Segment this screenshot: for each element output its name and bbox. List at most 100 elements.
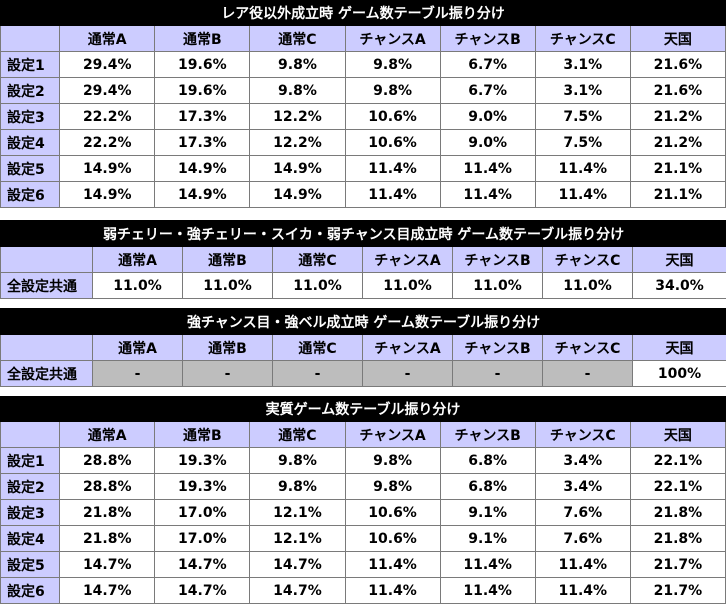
row-label: 設定2 bbox=[0, 473, 61, 500]
table-row: 設定1 28.8% 19.3% 9.8% 9.8% 6.8% 3.4% 22.1% bbox=[0, 447, 726, 474]
table-cell: 10.6% bbox=[344, 103, 441, 130]
table-cell: 22.1% bbox=[629, 473, 726, 500]
table-row: 設定3 21.8% 17.0% 12.1% 10.6% 9.1% 7.6% 21.8% bbox=[0, 499, 726, 526]
table-header-row: 通常A 通常B 通常C チャンスA チャンスB チャンスC 天国 bbox=[0, 25, 726, 52]
table-cell: 21.8% bbox=[629, 525, 726, 552]
table-cell: 9.1% bbox=[439, 499, 536, 526]
table-header-row: 通常A 通常B 通常C チャンスA チャンスB チャンスC 天国 bbox=[0, 334, 726, 361]
table-cell: 9.0% bbox=[439, 129, 536, 156]
table-cell: 14.9% bbox=[59, 181, 156, 208]
table-cell: 11.4% bbox=[344, 551, 441, 578]
table-cell: 9.8% bbox=[249, 51, 346, 78]
table-row: 設定5 14.7% 14.7% 14.7% 11.4% 11.4% 11.4% 21.7% bbox=[0, 551, 726, 578]
table-cell: 21.8% bbox=[629, 499, 726, 526]
table-row: 全設定共通 - - - - - -100% bbox=[0, 360, 726, 387]
table-cell: 9.8% bbox=[249, 473, 346, 500]
column-header: 通常B bbox=[182, 334, 273, 361]
column-header: 通常B bbox=[154, 421, 251, 448]
table-cell: 21.1% bbox=[629, 155, 726, 182]
header-corner bbox=[0, 421, 61, 448]
row-label: 設定4 bbox=[0, 525, 61, 552]
table-cell: 19.3% bbox=[154, 473, 251, 500]
table-cell: 3.1% bbox=[534, 51, 631, 78]
row-label: 設定3 bbox=[0, 103, 61, 130]
table-cell: 21.6% bbox=[629, 77, 726, 104]
table-cell: 3.4% bbox=[534, 473, 631, 500]
header-corner bbox=[0, 25, 61, 52]
table-title: レア役以外成立時 ゲーム数テーブル振り分け bbox=[0, 0, 726, 26]
column-header: 通常A bbox=[59, 25, 156, 52]
table-cell: 11.0% bbox=[182, 272, 273, 299]
table-row: 設定4 21.8% 17.0% 12.1% 10.6% 9.1% 7.6% 21.8% bbox=[0, 525, 726, 552]
table-cell: 9.8% bbox=[344, 473, 441, 500]
table-cell: 29.4% bbox=[59, 51, 156, 78]
table-cell: 14.7% bbox=[154, 551, 251, 578]
header-corner bbox=[0, 334, 93, 361]
table-row: 設定6 14.9% 14.9% 14.9% 11.4% 11.4% 11.4% 21.1% bbox=[0, 181, 726, 208]
table-cell: 11.0% bbox=[272, 272, 363, 299]
table-cell: - bbox=[542, 360, 633, 387]
table-cell: 22.2% bbox=[59, 103, 156, 130]
table-cell: 34.0% bbox=[631, 272, 726, 299]
table-cell: - bbox=[272, 360, 363, 387]
table-cell: 9.8% bbox=[344, 447, 441, 474]
table-cell: 12.1% bbox=[249, 525, 346, 552]
header-corner bbox=[0, 246, 93, 273]
column-header: 天国 bbox=[629, 421, 726, 448]
column-header: 通常A bbox=[59, 421, 156, 448]
table-row: 設定2 28.8% 19.3% 9.8% 9.8% 6.8% 3.4% 22.1% bbox=[0, 473, 726, 500]
table-cell: 9.1% bbox=[439, 525, 536, 552]
column-header: チャンスC bbox=[542, 246, 633, 273]
row-label: 設定2 bbox=[0, 77, 61, 104]
column-header: チャンスB bbox=[452, 246, 543, 273]
table-cell: 11.4% bbox=[534, 155, 631, 182]
table-cell: 7.6% bbox=[534, 499, 631, 526]
column-header: チャンスB bbox=[439, 25, 536, 52]
column-header: チャンスB bbox=[452, 334, 543, 361]
table-cell: 14.9% bbox=[249, 181, 346, 208]
table-cell: 6.8% bbox=[439, 473, 536, 500]
table-cell: 11.4% bbox=[439, 577, 536, 604]
table-cell: 14.7% bbox=[59, 551, 156, 578]
table-cell: 14.9% bbox=[249, 155, 346, 182]
table-cell: 29.4% bbox=[59, 77, 156, 104]
table-cell: 17.3% bbox=[154, 103, 251, 130]
table-cell: 6.7% bbox=[439, 77, 536, 104]
table-cell: 3.4% bbox=[534, 447, 631, 474]
table-cherry-suika: 弱チェリー・強チェリー・スイカ・弱チャンス目成立時 ゲーム数テーブル振り分け 通常… bbox=[0, 220, 726, 299]
column-header: 通常C bbox=[272, 334, 363, 361]
table-cell: 12.1% bbox=[249, 499, 346, 526]
table-cell: 11.0% bbox=[452, 272, 543, 299]
table-cell: 3.1% bbox=[534, 77, 631, 104]
table-cell: - bbox=[182, 360, 273, 387]
table-cell: 19.3% bbox=[154, 447, 251, 474]
table-cell: 6.7% bbox=[439, 51, 536, 78]
table-cell: 21.8% bbox=[59, 525, 156, 552]
table-title-row: 実質ゲーム数テーブル振り分け bbox=[0, 396, 726, 422]
table-row: 設定4 22.2% 17.3% 12.2% 10.6% 9.0% 7.5% 21.2% bbox=[0, 129, 726, 156]
table-cell: 7.5% bbox=[534, 129, 631, 156]
table-cell: 100% bbox=[631, 360, 726, 387]
table-cell: 11.4% bbox=[534, 551, 631, 578]
column-header: 通常A bbox=[92, 334, 183, 361]
table-cell: 21.2% bbox=[629, 129, 726, 156]
table-cell: 28.8% bbox=[59, 447, 156, 474]
row-label: 設定1 bbox=[0, 447, 61, 474]
table-rare-excluded: レア役以外成立時 ゲーム数テーブル振り分け 通常A 通常B 通常C チャンスA チャンスB… bbox=[0, 0, 726, 208]
row-label: 設定6 bbox=[0, 181, 61, 208]
table-cell: 14.9% bbox=[154, 155, 251, 182]
column-header: 通常C bbox=[249, 25, 346, 52]
table-cell: 7.5% bbox=[534, 103, 631, 130]
table-cell: 21.7% bbox=[629, 577, 726, 604]
table-cell: 14.9% bbox=[154, 181, 251, 208]
table-cell: 9.8% bbox=[249, 447, 346, 474]
column-header: チャンスA bbox=[344, 25, 441, 52]
table-cell: 11.4% bbox=[344, 577, 441, 604]
table-cell: 9.8% bbox=[344, 77, 441, 104]
table-effective: 実質ゲーム数テーブル振り分け 通常A 通常B 通常C チャンスA チャンスB チャンスC 天国… bbox=[0, 396, 726, 604]
table-cell: 14.7% bbox=[249, 551, 346, 578]
table-cell: - bbox=[362, 360, 453, 387]
row-label: 設定5 bbox=[0, 155, 61, 182]
table-cell: 11.4% bbox=[439, 181, 536, 208]
table-header-row: 通常A 通常B 通常C チャンスA チャンスB チャンスC 天国 bbox=[0, 246, 726, 273]
